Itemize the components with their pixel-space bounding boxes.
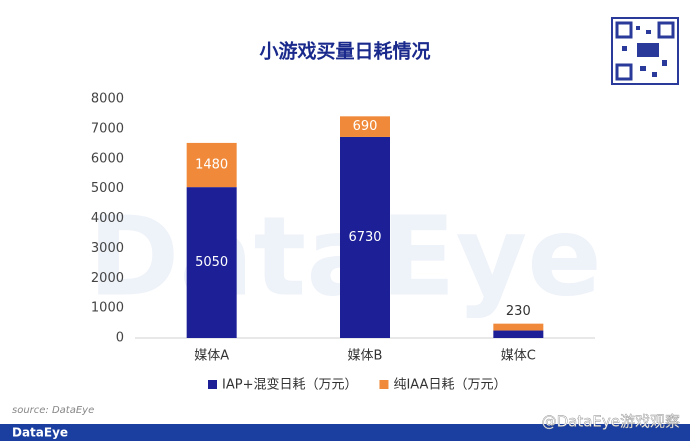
x-tick-label: 媒体C	[501, 349, 536, 364]
bar-segment	[493, 330, 544, 338]
y-tick-label: 4000	[91, 211, 124, 226]
chart-title: 小游戏买量日耗情况	[259, 40, 430, 63]
source-note: source: DataEye	[12, 405, 94, 416]
y-tick-label: 0	[116, 331, 124, 346]
value-label: 230	[506, 304, 531, 319]
legend-swatch	[379, 380, 389, 389]
value-label: 5050	[195, 255, 228, 270]
bar-segment	[186, 142, 237, 188]
bar-segment	[340, 136, 390, 338]
bar-segment	[340, 116, 390, 137]
x-tick-label: 媒体A	[194, 349, 229, 364]
qr-code	[611, 17, 679, 85]
brand: DataEye	[12, 426, 68, 440]
bar-segment	[493, 323, 544, 331]
y-tick-label: 2000	[91, 271, 124, 286]
value-label: 6730	[348, 230, 381, 245]
legend-label: IAP+混变日耗（万元）	[222, 377, 357, 393]
credit: @DataEye游戏观察	[542, 413, 680, 431]
x-tick-label: 媒体B	[348, 349, 383, 364]
y-tick-label: 1000	[91, 301, 124, 316]
y-tick-label: 7000	[91, 121, 124, 136]
legend-label: 纯IAA日耗（万元）	[393, 378, 506, 393]
footer-band	[0, 424, 690, 441]
y-tick-label: 6000	[91, 151, 124, 166]
y-tick-label: 8000	[91, 92, 124, 107]
value-label: 690	[353, 119, 378, 134]
legend-swatch	[208, 380, 217, 389]
y-tick-label: 3000	[91, 241, 124, 256]
value-label: 1480	[195, 158, 228, 173]
bar-segment	[186, 187, 237, 338]
y-tick-label: 5000	[91, 181, 124, 196]
